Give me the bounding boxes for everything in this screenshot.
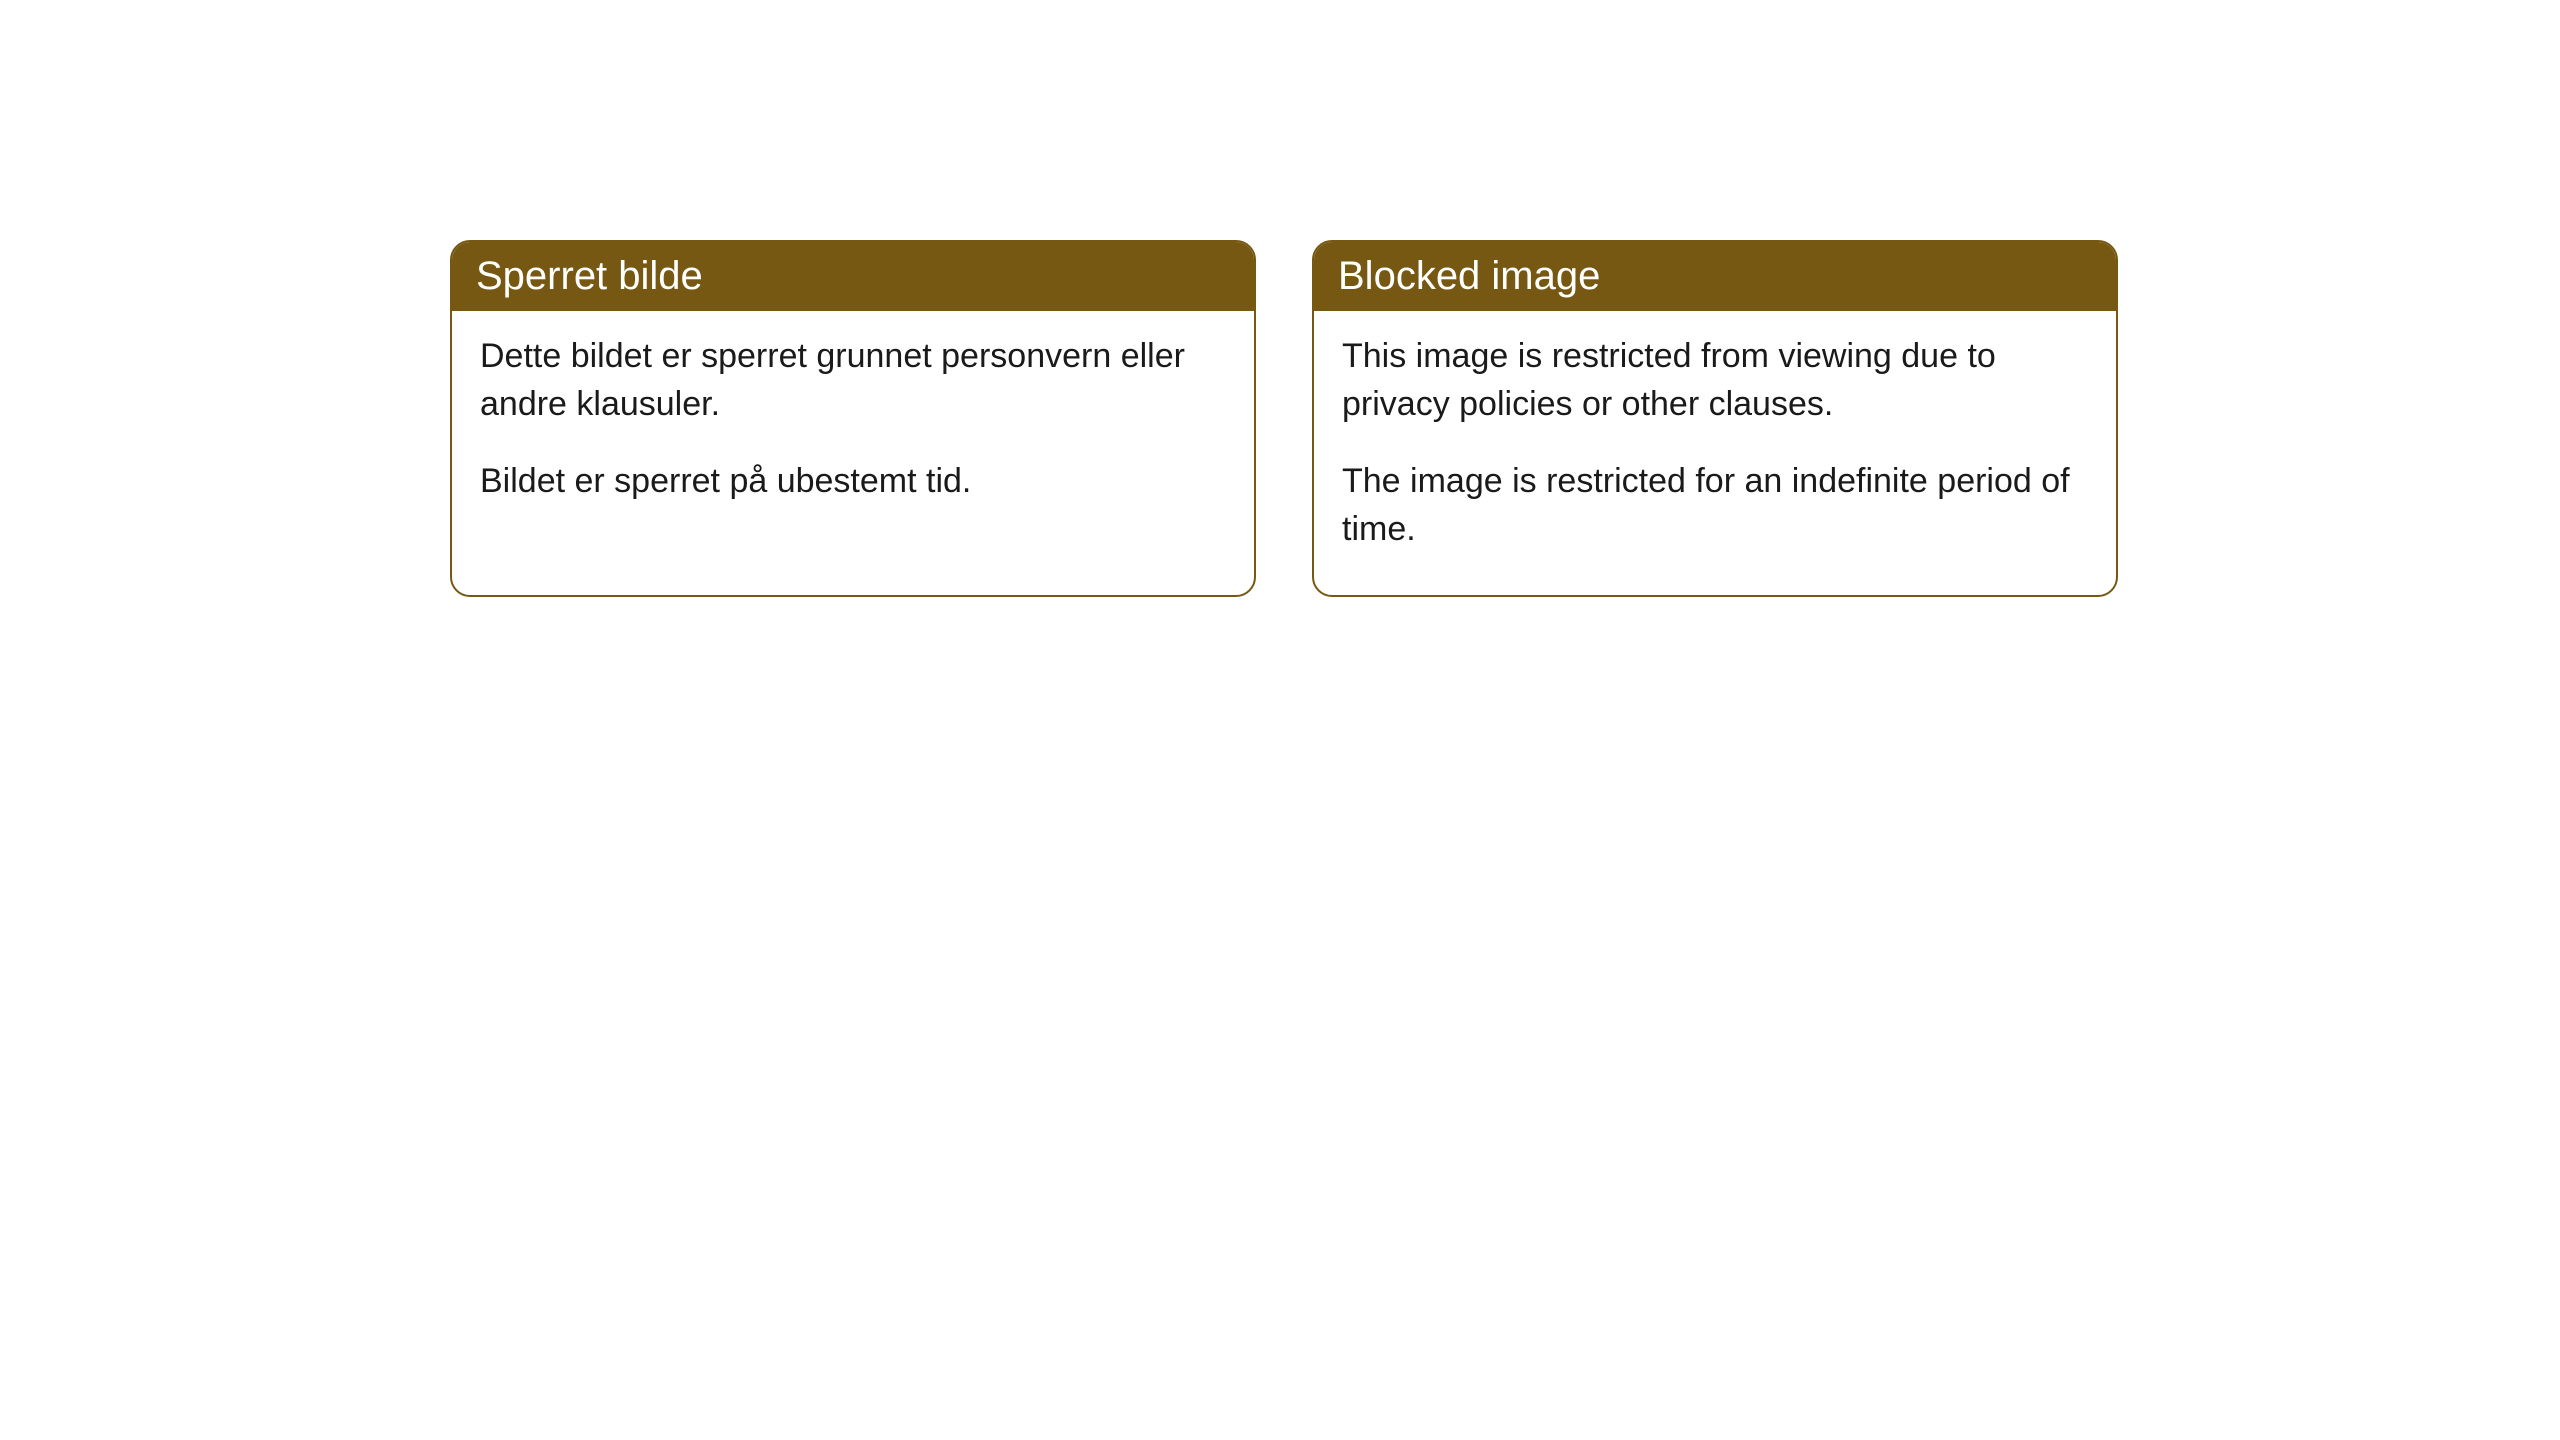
card-body-norwegian: Dette bildet er sperret grunnet personve… [452, 311, 1254, 548]
card-body-english: This image is restricted from viewing du… [1314, 311, 2116, 595]
cards-container: Sperret bilde Dette bildet er sperret gr… [0, 0, 2560, 597]
card-paragraph1-english: This image is restricted from viewing du… [1342, 333, 2088, 428]
blocked-image-card-english: Blocked image This image is restricted f… [1312, 240, 2118, 597]
card-paragraph2-english: The image is restricted for an indefinit… [1342, 458, 2088, 553]
card-header-english: Blocked image [1314, 242, 2116, 311]
card-paragraph2-norwegian: Bildet er sperret på ubestemt tid. [480, 458, 1226, 506]
card-title-english: Blocked image [1338, 254, 1600, 298]
card-paragraph1-norwegian: Dette bildet er sperret grunnet personve… [480, 333, 1226, 428]
blocked-image-card-norwegian: Sperret bilde Dette bildet er sperret gr… [450, 240, 1256, 597]
card-title-norwegian: Sperret bilde [476, 254, 703, 298]
card-header-norwegian: Sperret bilde [452, 242, 1254, 311]
